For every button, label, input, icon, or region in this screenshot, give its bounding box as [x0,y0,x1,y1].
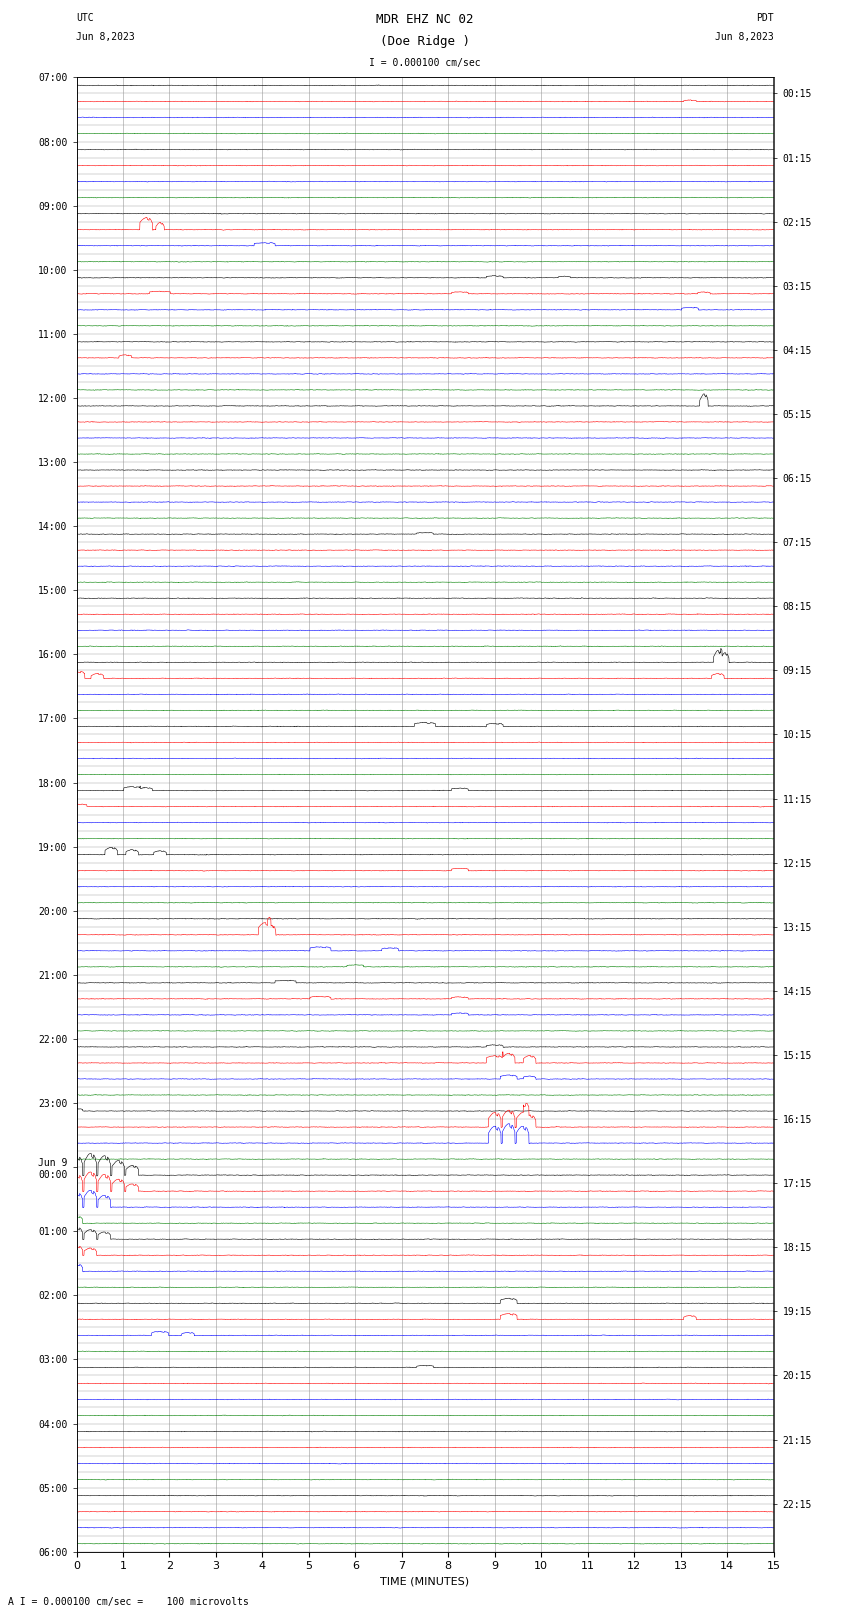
Text: UTC: UTC [76,13,94,23]
X-axis label: TIME (MINUTES): TIME (MINUTES) [381,1578,469,1587]
Text: PDT: PDT [756,13,774,23]
Text: A I = 0.000100 cm/sec =    100 microvolts: A I = 0.000100 cm/sec = 100 microvolts [8,1597,249,1607]
Text: MDR EHZ NC 02: MDR EHZ NC 02 [377,13,473,26]
Text: I = 0.000100 cm/sec: I = 0.000100 cm/sec [369,58,481,68]
Text: Jun 8,2023: Jun 8,2023 [76,32,135,42]
Text: (Doe Ridge ): (Doe Ridge ) [380,35,470,48]
Text: Jun 8,2023: Jun 8,2023 [715,32,774,42]
